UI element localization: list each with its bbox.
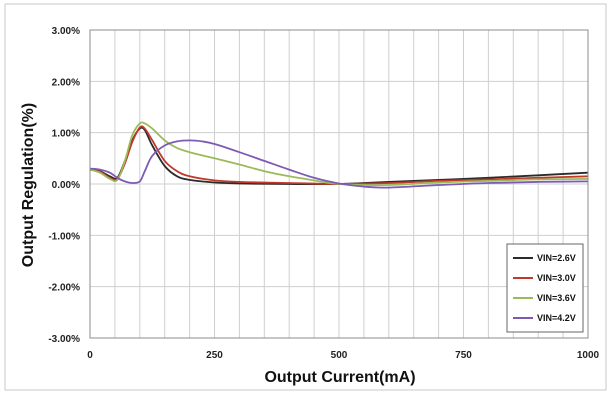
x-axis-title: Output Current(mA)	[264, 369, 415, 386]
tick-labels: 3.00% 2.00% 1.00% 0.00% -1.00% -2.00% -3.00% 0 2…	[48, 26, 599, 361]
y-tick-label: 1.00%	[52, 129, 80, 140]
y-tick-label: 0.00%	[52, 180, 80, 191]
x-tick-label: 250	[206, 350, 223, 361]
series-line	[89, 139, 589, 189]
y-axis-title: Output Regulation(%)	[20, 103, 37, 267]
y-tick-label: -1.00%	[48, 231, 80, 242]
x-tick-label: 500	[331, 350, 348, 361]
x-tick-label: 750	[455, 350, 472, 361]
legend-label: VIN=4.2V	[537, 313, 576, 323]
y-tick-label: 3.00%	[52, 26, 80, 37]
series-lines	[89, 121, 589, 189]
y-tick-label: -2.00%	[48, 283, 80, 294]
y-tick-label: -3.00%	[48, 334, 80, 345]
series-line	[89, 121, 589, 186]
plot-area-border	[89, 29, 589, 339]
legend-label: VIN=3.0V	[537, 273, 576, 283]
legend: VIN=2.6V VIN=3.0V VIN=3.6V VIN=4.2V	[506, 243, 584, 333]
axes	[89, 29, 589, 339]
y-tick-label: 2.00%	[52, 77, 80, 88]
x-tick-label: 1000	[577, 350, 600, 361]
x-tick-label: 0	[87, 350, 93, 361]
legend-label: VIN=3.6V	[537, 293, 576, 303]
chart-outer-border	[4, 3, 607, 391]
legend-label: VIN=2.6V	[537, 253, 576, 263]
